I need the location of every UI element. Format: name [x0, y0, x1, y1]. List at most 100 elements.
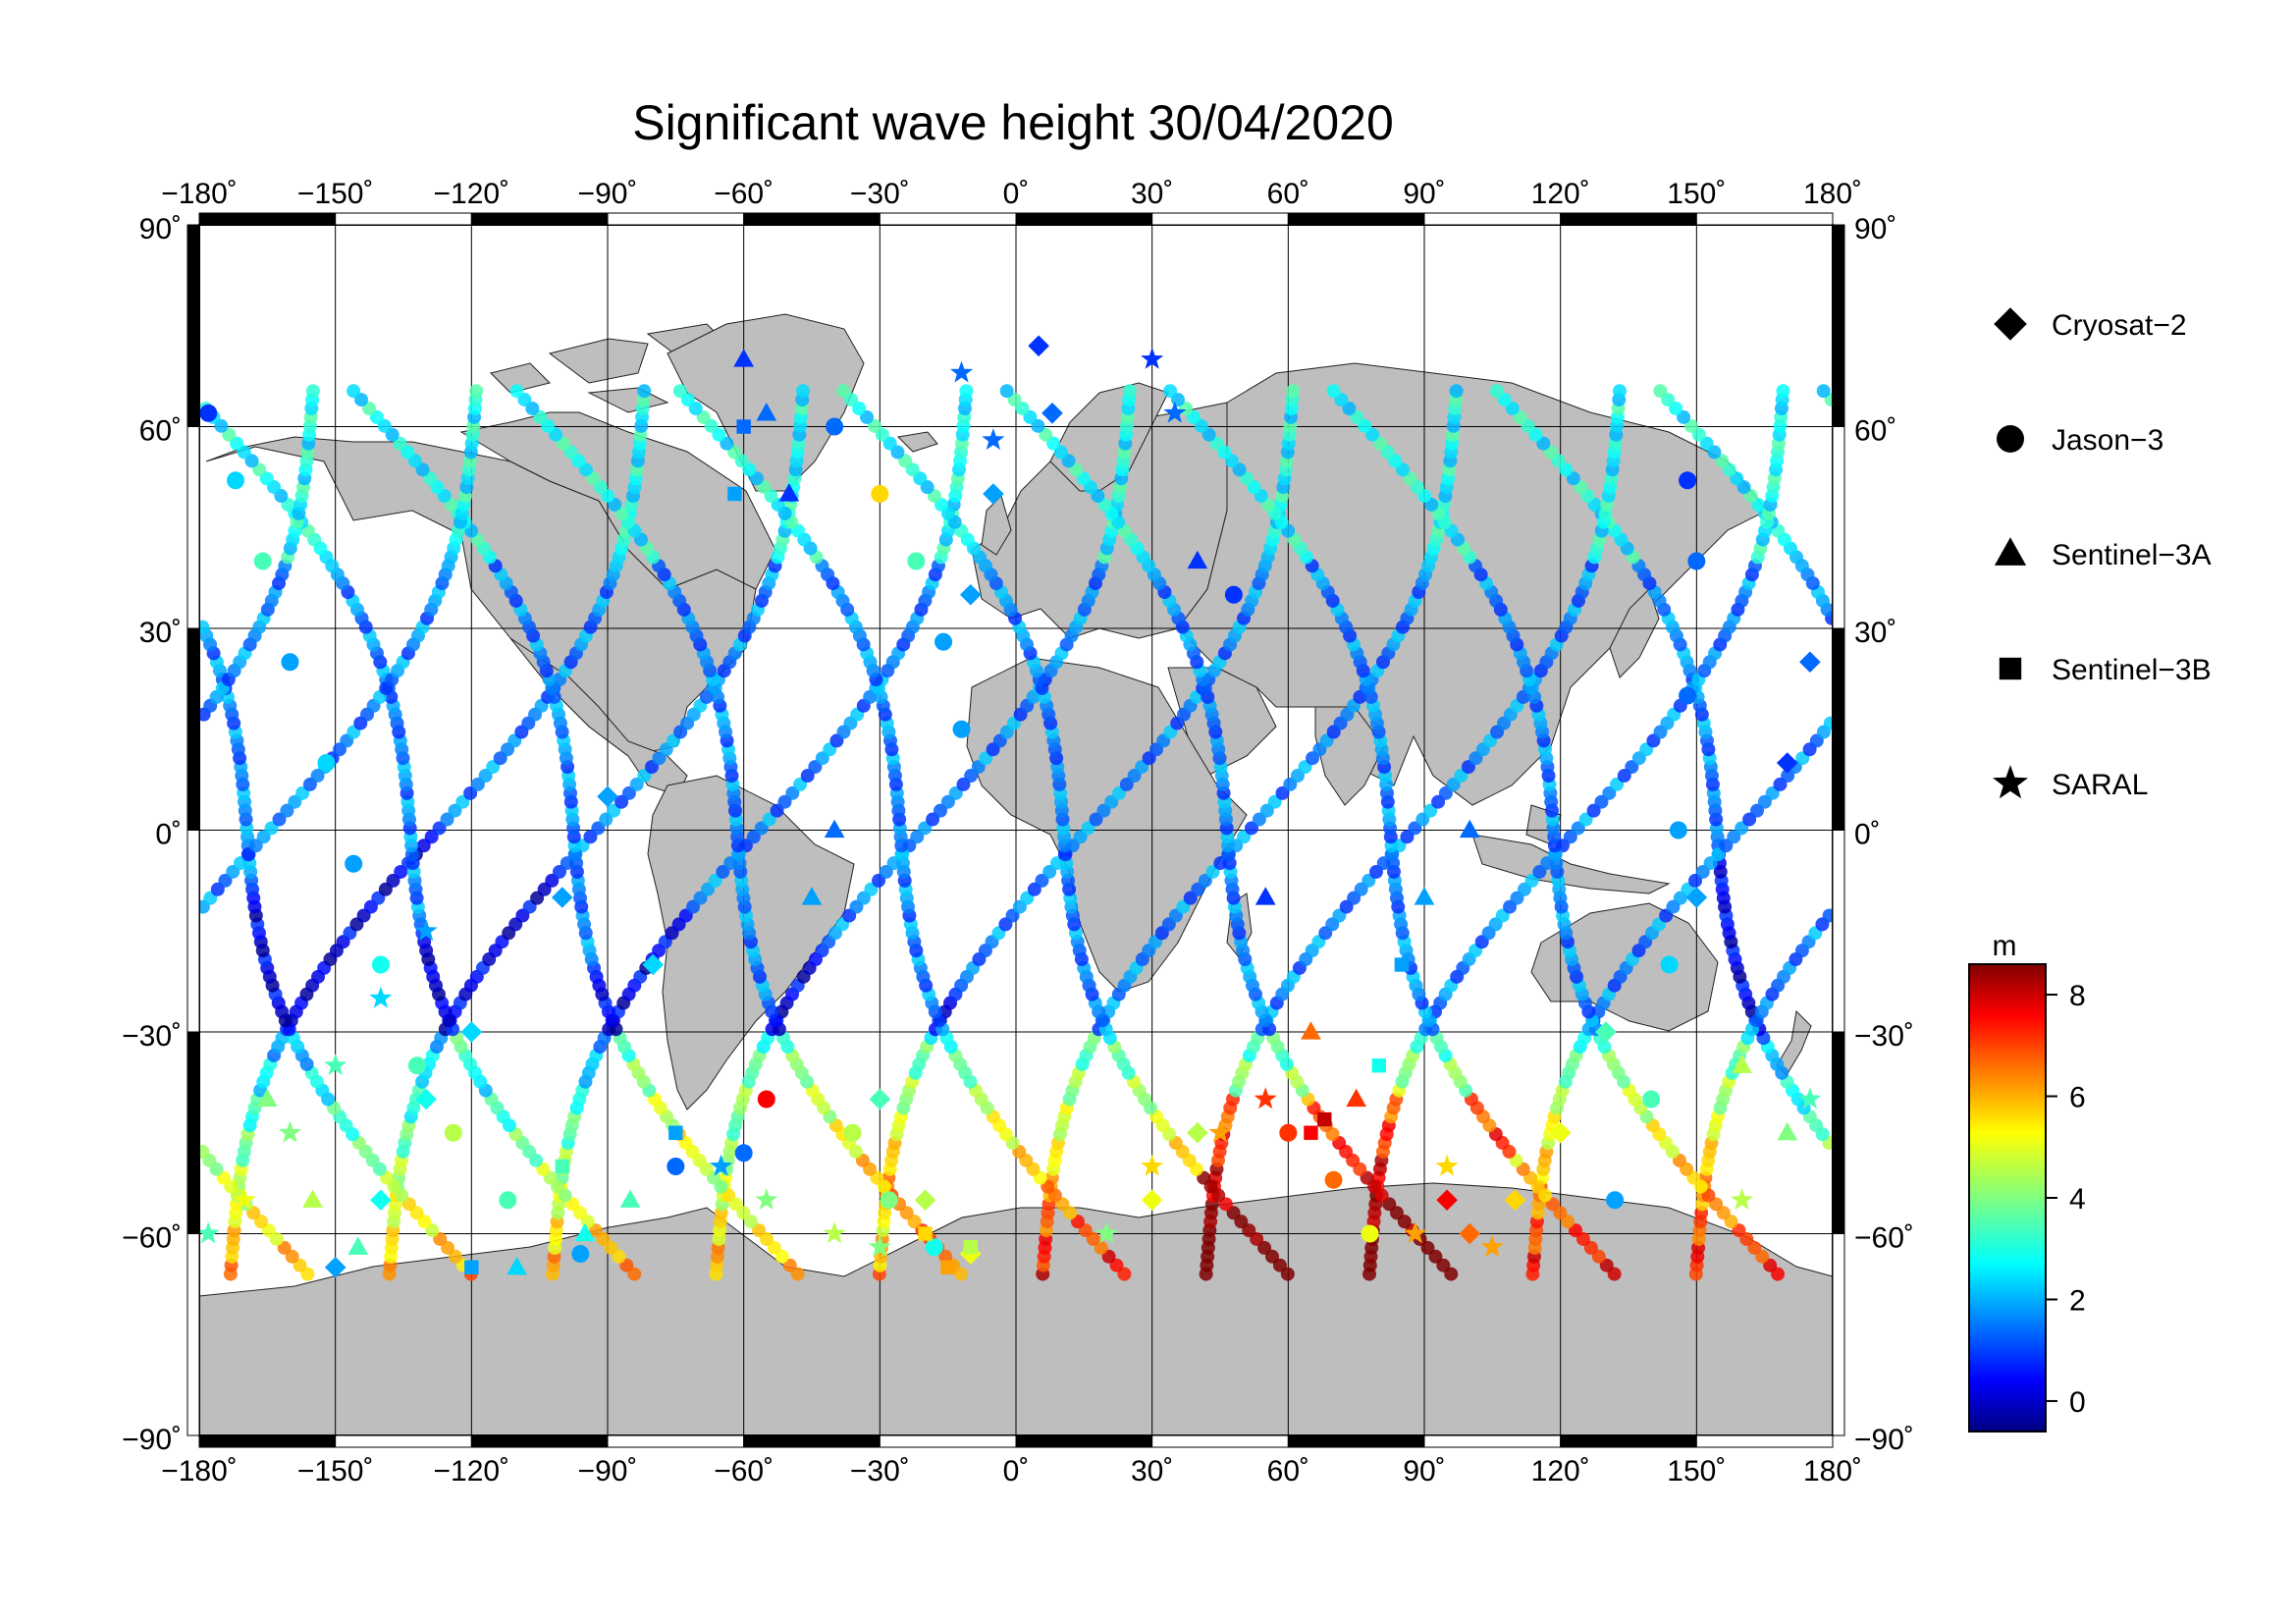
data-point-diamond	[1549, 1121, 1572, 1144]
longitude-tick-label: 0˚	[1003, 178, 1030, 210]
frame-segment	[1015, 212, 1153, 226]
data-point-star	[982, 428, 1005, 450]
data-point-circle	[1679, 686, 1697, 705]
colorbar-tick-label: 6	[2069, 1082, 2086, 1114]
frame-segment	[607, 212, 745, 226]
data-point-square	[736, 419, 751, 434]
data-point-circle	[1279, 1123, 1298, 1142]
frame-segment	[1423, 212, 1562, 226]
longitude-tick-label: 90˚	[1403, 1455, 1445, 1488]
data-point-diamond	[1187, 1121, 1208, 1144]
data-point-star	[199, 1221, 220, 1244]
frame-segment	[1695, 212, 1834, 226]
data-point-diamond	[959, 583, 982, 606]
colorbar: m 0 2 4 6 8	[1968, 930, 2086, 1433]
data-point-triangle	[801, 887, 823, 905]
data-point-star	[823, 1221, 846, 1244]
map-border-bars	[187, 212, 1845, 1448]
longitude-tick-label: −30˚	[850, 178, 910, 210]
longitude-tick-label: −180˚	[161, 178, 238, 210]
land-japan	[1609, 588, 1660, 678]
data-point-triangle	[1187, 550, 1208, 569]
colorbar-ticks: 0 2 4 6 8	[2046, 980, 2086, 1419]
data-point-square	[963, 1240, 978, 1255]
frame-segment	[879, 212, 1017, 226]
legend-label: Cryosat−2	[2052, 309, 2187, 342]
data-point-diamond	[1041, 403, 1063, 424]
data-point-circle	[1224, 585, 1243, 604]
data-point-star	[1141, 1154, 1164, 1176]
frame-segment	[335, 212, 472, 226]
longitude-labels-top: −180˚ −150˚ −120˚ −90˚ −60˚ −30˚ 0˚ 30˚ 60˚ 90˚ 12…	[161, 178, 1862, 210]
data-point-triangle	[1732, 1055, 1752, 1073]
data-point-triangle	[733, 349, 755, 367]
data-point-circle	[1361, 1224, 1379, 1243]
track-sample	[305, 384, 320, 399]
data-point-diamond	[1685, 887, 1708, 908]
satellite-legend: Cryosat−2 Jason−3 Sentinel−3A Sentinel−3B SA…	[1993, 307, 2212, 801]
colorbar-unit: m	[1993, 930, 2017, 962]
data-point-diamond	[1595, 1021, 1617, 1043]
track-sample	[1122, 384, 1137, 399]
frame-segment	[607, 1434, 745, 1448]
data-point-circle	[1660, 955, 1679, 974]
data-point-star	[1480, 1235, 1504, 1257]
latitude-tick-label: 90˚	[1854, 213, 1896, 245]
data-point-star	[278, 1120, 301, 1143]
track-sample	[1776, 384, 1790, 399]
track-sample	[1822, 908, 1833, 923]
data-point-diamond	[642, 953, 665, 976]
frame-segment	[187, 627, 200, 831]
data-point-circle	[253, 552, 272, 570]
colorbar-gradient	[1968, 963, 2047, 1433]
track-sample	[509, 384, 524, 399]
frame-segment	[1423, 1434, 1562, 1448]
track-sample	[199, 1144, 210, 1159]
data-point-square	[555, 1159, 569, 1174]
frame-segment	[1832, 627, 1845, 831]
data-point-triangle	[824, 819, 845, 839]
data-point-square	[1304, 1125, 1318, 1140]
frame-segment	[1560, 1434, 1697, 1448]
frame-segment	[1287, 1434, 1425, 1448]
longitude-tick-label: −90˚	[578, 178, 638, 210]
data-point-diamond	[1799, 651, 1821, 674]
legend-star-icon	[1993, 765, 2028, 799]
frame-segment	[1832, 224, 1845, 427]
track-sample	[1489, 384, 1504, 399]
longitude-tick-label: 60˚	[1267, 1455, 1309, 1488]
data-point-circle	[571, 1245, 590, 1264]
data-point-diamond	[1028, 335, 1049, 357]
data-point-star	[1095, 1221, 1118, 1244]
longitude-tick-label: 120˚	[1531, 1455, 1590, 1488]
data-point-diamond	[415, 1088, 437, 1110]
track-sample	[199, 620, 210, 634]
data-point-square	[1394, 957, 1410, 972]
data-point-circle	[757, 1090, 775, 1109]
data-point-circle	[371, 955, 390, 974]
longitude-tick-label: 90˚	[1403, 178, 1445, 210]
data-point-diamond	[1436, 1189, 1458, 1212]
longitude-tick-label: 120˚	[1531, 178, 1590, 210]
data-point-star	[1404, 1221, 1427, 1244]
longitude-tick-label: 180˚	[1803, 1455, 1862, 1488]
frame-segment	[1287, 212, 1425, 226]
data-point-circle	[1669, 821, 1687, 839]
data-point-diamond	[983, 483, 1004, 505]
latitude-tick-label: −90˚	[1854, 1424, 1914, 1456]
frame-segment	[1832, 1031, 1845, 1234]
longitude-tick-label: −90˚	[578, 1455, 638, 1488]
data-point-star	[324, 1054, 347, 1076]
data-point-diamond	[1504, 1189, 1526, 1212]
legend-label: Jason−3	[2052, 424, 2163, 457]
longitude-tick-label: 30˚	[1131, 178, 1173, 210]
track-sample	[1163, 384, 1178, 399]
data-point-circle	[281, 653, 299, 672]
data-point-square	[940, 1260, 955, 1274]
data-point-triangle	[1414, 887, 1435, 905]
data-point-triangle	[507, 1256, 527, 1275]
latitude-tick-label: −60˚	[122, 1222, 182, 1255]
track-sample	[836, 384, 851, 399]
data-point-square	[727, 486, 742, 502]
data-point-triangle	[574, 1222, 596, 1242]
